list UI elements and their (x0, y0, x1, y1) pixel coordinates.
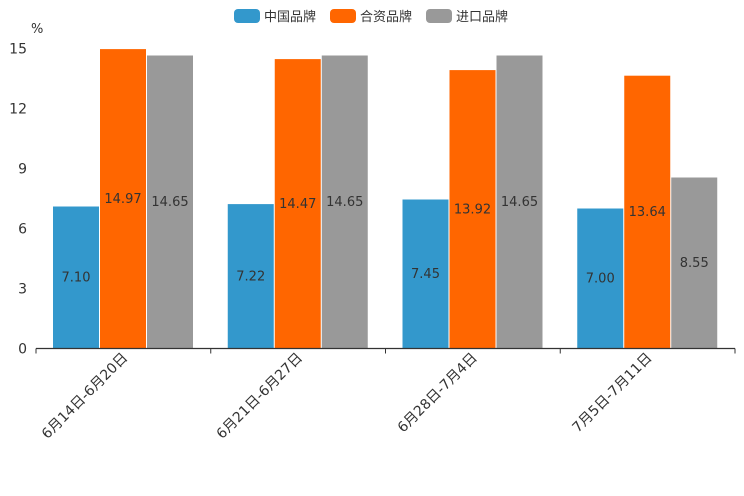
legend-label: 进口品牌 (456, 9, 508, 25)
y-tick-label: 9 (18, 162, 27, 178)
bar-2 (671, 177, 718, 349)
bar-data-label: 7.10 (62, 271, 91, 286)
legend-label: 中国品牌 (264, 9, 316, 25)
bar-data-label: 7.45 (411, 267, 440, 282)
bar-data-label: 7.22 (236, 269, 265, 284)
legend-label: 合资品牌 (360, 9, 412, 25)
legend-swatch (330, 9, 356, 23)
bar-data-label: 13.92 (454, 202, 491, 217)
y-axis: 0 3 6 9 12 15 (9, 42, 27, 358)
bar-data-label: 14.65 (501, 195, 538, 210)
bar-1 (449, 70, 496, 349)
bar-data-label: 14.47 (279, 197, 316, 212)
bar-1 (274, 59, 321, 349)
bar-0 (402, 199, 449, 349)
bars: 7.10 14.97 14.65 7.22 14.47 14.65 7.45 13.92 14.… (53, 49, 718, 349)
x-tick-label: 7月5日-7月11日 (569, 350, 655, 436)
bar-data-label: 7.00 (586, 272, 615, 287)
x-tick-label: 6月28日-7月4日 (395, 350, 481, 436)
bar-2 (496, 55, 543, 349)
bar-data-label: 14.65 (151, 195, 188, 210)
x-tick-label: 6月14日-6月20日 (39, 350, 131, 442)
bar-data-label: 8.55 (680, 256, 709, 271)
legend-swatch (234, 9, 260, 23)
y-tick-label: 6 (18, 222, 27, 238)
y-tick-label: 3 (18, 282, 27, 298)
bar-1 (624, 75, 671, 349)
bar-0 (53, 206, 99, 349)
bar-data-label: 14.97 (104, 192, 141, 207)
bar-2 (147, 55, 193, 349)
bar-data-label: 14.65 (326, 195, 363, 210)
y-tick-label: 15 (9, 42, 27, 58)
y-axis-unit-label: % (31, 22, 43, 37)
bar-1 (100, 49, 146, 349)
bar-2 (321, 55, 368, 349)
y-tick-label: 0 (18, 342, 27, 358)
bar-0 (227, 204, 274, 349)
legend-swatch (426, 9, 452, 23)
bar-data-label: 13.64 (629, 205, 666, 220)
x-axis: 6月14日-6月20日 6月21日-6月27日 6月28日-7月4日 7月5日-7月1… (35, 347, 736, 442)
x-tick-label: 6月21日-6月27日 (214, 350, 306, 442)
bar-0 (577, 208, 624, 349)
y-tick-label: 12 (9, 102, 27, 118)
legend: 中国品牌 合资品牌 进口品牌 (234, 9, 508, 25)
